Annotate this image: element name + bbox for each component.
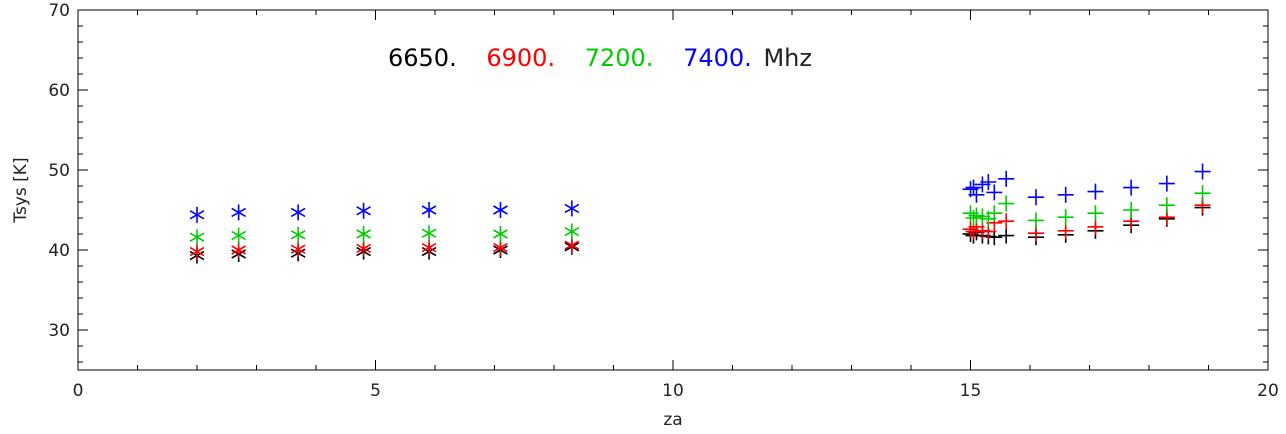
point-asterisk-6900 — [564, 237, 580, 254]
svg-text:6650. 6900. 7200.: 6650. 6900. 7200. 7400. Mhz — [388, 44, 812, 72]
point-plus-7200 — [965, 210, 982, 226]
point-plus-7400 — [1194, 163, 1211, 180]
point-asterisk-7400 — [231, 204, 247, 221]
legend-entry-7200: 7200. — [585, 44, 654, 72]
point-plus-7400 — [986, 184, 1003, 201]
point-plus-6650 — [998, 227, 1015, 244]
point-plus-7200 — [1158, 197, 1175, 214]
point-asterisk-6900 — [493, 239, 508, 256]
axis-tick-labels: 0 5 10 15 20 30 40 50 60 70 — [48, 1, 1278, 401]
x-axis-title: za — [663, 410, 682, 430]
legend-entry-7400: 7400. — [683, 44, 752, 72]
point-asterisk-7400 — [493, 202, 508, 218]
point-plus-7200 — [1194, 185, 1211, 202]
point-asterisk-7200 — [290, 226, 306, 243]
y-tick-label: 40 — [48, 241, 70, 261]
x-tick-label: 5 — [370, 381, 381, 401]
y-axis-title: Tsys [K] — [11, 157, 31, 223]
point-plus-7200 — [1057, 209, 1074, 226]
x-tick-label: 10 — [662, 381, 684, 401]
point-asterisk-7400 — [356, 202, 371, 219]
point-asterisk-6900 — [356, 240, 371, 257]
legend-entry-6900: 6900. — [486, 44, 555, 72]
axis-ticks — [77, 9, 1269, 370]
point-asterisk-6900 — [189, 243, 205, 260]
point-plus-7200 — [1123, 202, 1140, 218]
point-plus-7400 — [1057, 186, 1074, 203]
point-asterisk-7400 — [290, 204, 306, 221]
point-asterisk-7200 — [189, 229, 205, 246]
point-plus-6900 — [1057, 222, 1074, 239]
point-asterisk-6900 — [231, 242, 247, 258]
point-plus-6900 — [998, 213, 1015, 230]
x-tick-label: 20 — [1257, 381, 1279, 401]
point-plus-6900 — [1087, 218, 1104, 235]
point-plus-7200 — [998, 195, 1015, 212]
x-tick-label: 0 — [73, 381, 84, 401]
y-tick-label: 30 — [48, 321, 70, 341]
point-plus-7400 — [1123, 179, 1140, 196]
point-asterisk-7400 — [189, 206, 205, 223]
point-plus-7200 — [1027, 212, 1044, 229]
legend: 6650. 6900. 7200. 7400. Mhz — [388, 44, 812, 72]
point-asterisk-6900 — [421, 239, 437, 256]
plot-frame — [77, 9, 1269, 371]
data-points — [189, 163, 1211, 264]
point-plus-7400 — [1087, 183, 1104, 200]
point-asterisk-6900 — [290, 241, 306, 258]
y-tick-label: 50 — [48, 161, 70, 181]
point-plus-7400 — [980, 174, 997, 190]
point-asterisk-7200 — [356, 226, 371, 242]
x-tick-label: 15 — [960, 381, 982, 401]
point-plus-7400 — [1158, 175, 1175, 192]
point-plus-7400 — [1027, 189, 1044, 206]
y-tick-label: 70 — [48, 1, 70, 21]
legend-unit: Mhz — [763, 44, 812, 72]
y-tick-label: 60 — [48, 81, 70, 101]
point-plus-7200 — [986, 205, 1003, 222]
point-asterisk-7200 — [421, 225, 437, 242]
point-asterisk-7200 — [493, 226, 508, 242]
point-plus-7400 — [965, 179, 982, 196]
point-plus-7200 — [1087, 205, 1104, 222]
point-asterisk-7200 — [231, 227, 247, 244]
point-plus-7400 — [968, 186, 985, 203]
point-plus-7400 — [998, 170, 1015, 187]
point-asterisk-7400 — [421, 202, 437, 218]
legend-entry-6650: 6650. — [388, 44, 457, 72]
point-asterisk-7200 — [564, 223, 580, 240]
point-asterisk-7400 — [564, 200, 580, 217]
